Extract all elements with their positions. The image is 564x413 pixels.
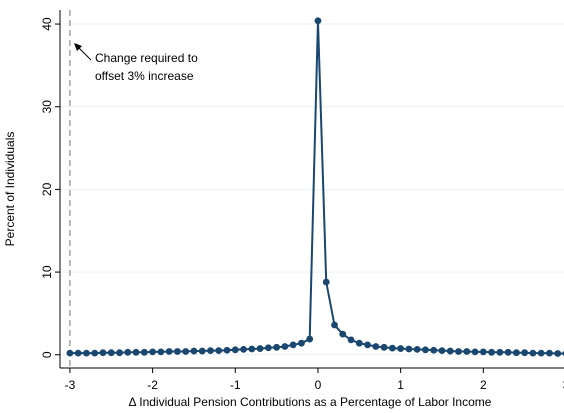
data-point — [339, 330, 347, 338]
annotation: Change required to — [95, 51, 198, 65]
data-point — [198, 347, 206, 355]
data-point — [463, 348, 471, 355]
data-point — [231, 346, 239, 354]
y-tick-label: 10 — [40, 265, 54, 279]
data-point — [364, 341, 371, 349]
x-tick-label: -3 — [65, 378, 76, 392]
data-point — [91, 349, 99, 357]
data-point — [132, 348, 140, 356]
data-point — [149, 348, 157, 356]
data-point — [405, 345, 413, 353]
x-tick-label: 3 — [563, 378, 564, 392]
data-point — [504, 348, 512, 356]
data-point — [215, 347, 223, 355]
data-point — [388, 344, 396, 352]
y-tick-label: 40 — [40, 17, 54, 31]
data-point — [306, 335, 314, 343]
data-point — [380, 343, 388, 351]
data-point — [422, 346, 429, 354]
data-point — [83, 349, 90, 357]
data-point — [347, 336, 355, 344]
annotation: offset 3% increase — [95, 69, 194, 83]
data-point — [273, 343, 281, 351]
data-point — [331, 321, 338, 329]
x-tick-label: 0 — [315, 378, 322, 392]
data-point — [298, 339, 305, 347]
data-point — [107, 349, 115, 357]
y-tick-label: 0 — [40, 351, 54, 358]
data-point — [430, 346, 438, 354]
data-point — [546, 349, 553, 357]
data-point — [248, 345, 256, 353]
data-point — [124, 348, 132, 356]
data-point — [240, 345, 247, 353]
x-tick-label: -2 — [147, 378, 158, 392]
y-axis-title: Percent of Individuals — [3, 132, 17, 247]
data-point — [471, 348, 479, 356]
data-point — [455, 348, 462, 355]
x-tick-label: -1 — [230, 378, 241, 392]
data-point — [479, 348, 487, 356]
data-point — [174, 348, 181, 355]
data-point — [413, 345, 421, 353]
x-axis-title: Δ Individual Pension Contributions as a … — [129, 395, 492, 409]
data-point — [182, 348, 190, 355]
data-point — [116, 349, 123, 357]
data-point — [190, 347, 198, 355]
data-point — [397, 345, 405, 352]
data-point — [314, 17, 322, 25]
y-tick-label: 30 — [40, 100, 54, 114]
data-point — [264, 344, 272, 352]
data-point — [554, 350, 562, 357]
data-point — [537, 349, 545, 357]
data-point — [99, 349, 107, 357]
data-point — [140, 348, 148, 356]
data-point — [512, 349, 520, 357]
data-point — [289, 341, 297, 349]
data-point — [322, 278, 330, 286]
data-point — [165, 348, 173, 355]
data-point — [74, 349, 82, 357]
data-point — [281, 343, 289, 350]
data-point — [438, 347, 446, 355]
x-tick-label: 2 — [480, 378, 487, 392]
data-point — [372, 343, 380, 350]
data-point — [446, 347, 454, 355]
annotation-arrowhead — [74, 43, 82, 51]
data-point — [256, 345, 264, 352]
data-point — [207, 347, 214, 355]
data-point — [355, 339, 363, 347]
data-point — [223, 346, 231, 354]
data-point — [66, 349, 74, 357]
y-tick-label: 20 — [40, 182, 54, 196]
data-point — [488, 348, 495, 356]
data-point — [521, 349, 529, 357]
data-point — [157, 348, 165, 356]
data-point — [529, 349, 537, 357]
data-point — [496, 348, 504, 356]
x-tick-label: 1 — [397, 378, 404, 392]
